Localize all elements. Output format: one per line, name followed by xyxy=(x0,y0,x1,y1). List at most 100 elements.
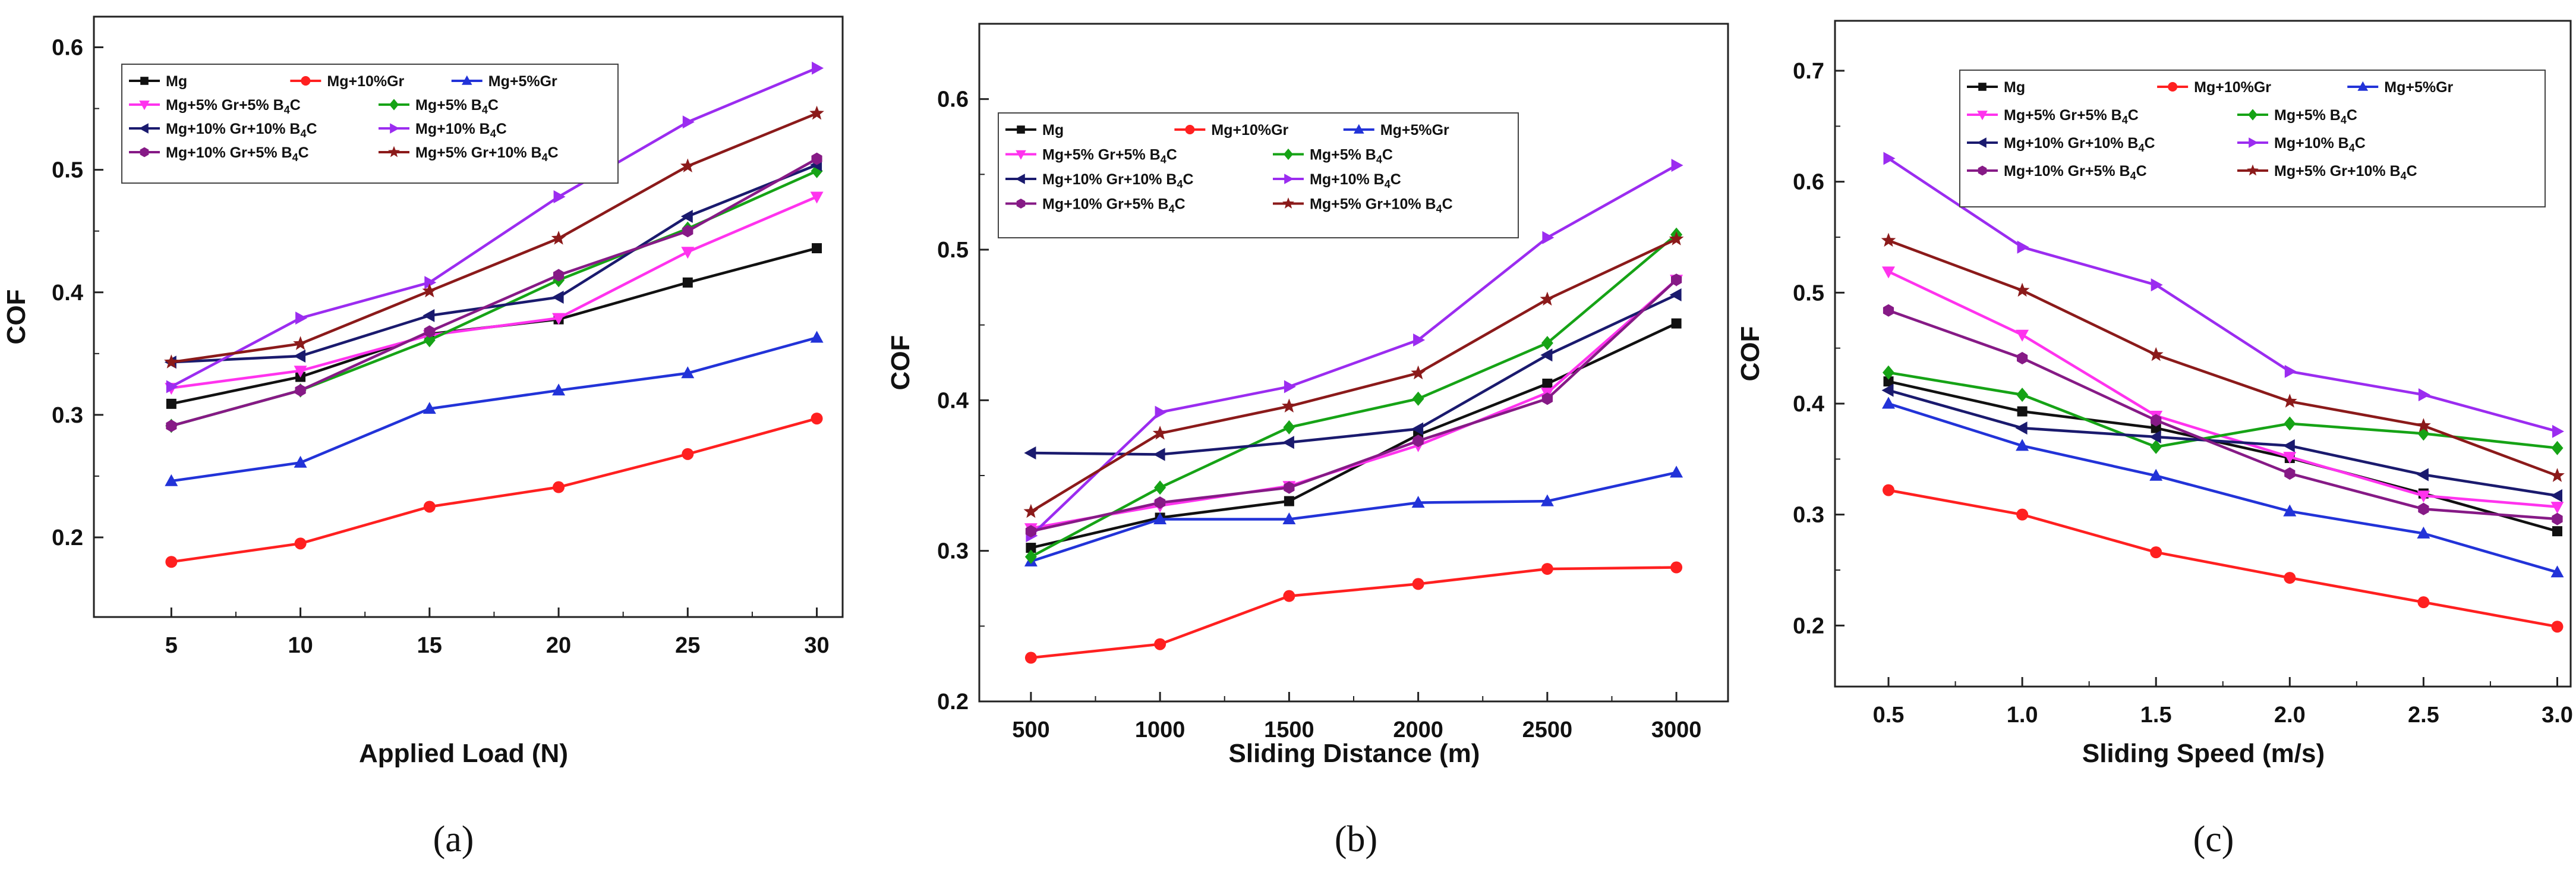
data-point-b-9 xyxy=(1023,503,1039,518)
y-tick-label-a: 0.2 xyxy=(52,525,83,550)
data-point-b-2 xyxy=(1412,578,1424,590)
legend-label-c-4: Mg+5% Gr+5% B4C xyxy=(2004,107,2139,126)
series-c-3 xyxy=(1882,396,2564,578)
y-tick-label-c: 0.5 xyxy=(1793,281,1824,306)
data-point-b-1 xyxy=(1542,378,1553,389)
legend-label-a-3: Mg+5%Gr xyxy=(488,73,557,90)
data-point-c-8 xyxy=(1883,304,1894,317)
y-tick-label-b: 0.5 xyxy=(937,238,969,263)
y-axis-title-a: COF xyxy=(2,289,31,345)
data-point-a-3 xyxy=(294,455,307,468)
series-line-b-2 xyxy=(1030,566,1677,659)
x-tick-label-a: 5 xyxy=(165,633,178,658)
data-point-c-7 xyxy=(2284,364,2297,378)
data-point-c-1 xyxy=(1883,376,1894,387)
legend-marker-a-9 xyxy=(388,146,400,158)
data-point-c-9 xyxy=(1881,232,1896,247)
data-point-c-6 xyxy=(2550,489,2562,502)
legend-marker-c-4 xyxy=(1977,111,1988,121)
legend-label-b-8: Mg+10% Gr+5% B4C xyxy=(1042,196,1185,215)
data-point-a-4 xyxy=(681,247,695,259)
series-c-2 xyxy=(1883,484,2564,633)
data-point-a-7 xyxy=(553,190,566,203)
data-point-b-3 xyxy=(1540,494,1554,506)
data-point-a-6 xyxy=(294,350,306,363)
x-tick-label-c: 1.0 xyxy=(2007,703,2038,728)
legend-marker-b-3 xyxy=(1353,124,1364,134)
legend-label-c-2: Mg+10%Gr xyxy=(2194,79,2271,96)
data-point-a-6 xyxy=(551,291,564,304)
data-point-a-9 xyxy=(680,158,695,172)
data-point-c-9 xyxy=(2014,282,2030,297)
series-b-9 xyxy=(1023,231,1684,518)
series-a-2 xyxy=(165,413,823,568)
x-axis-title-c: Sliding Speed (m/s) xyxy=(2082,739,2325,768)
data-point-c-8 xyxy=(2151,414,2162,427)
series-line-c-8 xyxy=(1888,309,2558,521)
data-point-a-3 xyxy=(681,366,695,379)
x-tick-label-c: 3.0 xyxy=(2542,703,2573,728)
data-point-b-2 xyxy=(1670,561,1683,574)
y-tick-label-b: 0.6 xyxy=(937,87,969,112)
data-point-c-3 xyxy=(2550,565,2564,578)
legend-label-c-3: Mg+5%Gr xyxy=(2384,79,2453,96)
data-point-c-5 xyxy=(2284,416,2296,431)
data-point-a-2 xyxy=(553,481,565,493)
data-point-b-9 xyxy=(1282,398,1297,413)
series-line-b-5 xyxy=(1030,233,1678,558)
legend-label-c-1: Mg xyxy=(2004,79,2025,96)
data-point-a-4 xyxy=(552,313,566,325)
data-point-b-9 xyxy=(1411,365,1426,380)
data-point-b-2 xyxy=(1283,590,1295,602)
data-point-b-1 xyxy=(1284,496,1294,506)
y-axis-title-b: COF xyxy=(886,335,915,391)
data-point-b-7 xyxy=(1671,159,1683,172)
data-point-c-5 xyxy=(1883,365,1894,380)
data-point-c-4 xyxy=(2283,452,2297,464)
series-line-c-7 xyxy=(1887,157,2558,433)
series-c-8 xyxy=(1883,304,2563,525)
series-b-6 xyxy=(1024,288,1682,461)
x-tick-label-c: 1.5 xyxy=(2140,703,2172,728)
data-point-b-8 xyxy=(1412,435,1424,448)
data-point-b-7 xyxy=(1413,333,1426,347)
data-point-b-8 xyxy=(1155,496,1166,509)
data-point-a-7 xyxy=(812,61,824,75)
data-point-a-9 xyxy=(551,231,566,245)
data-point-a-3 xyxy=(165,474,178,486)
legend-marker-c-5 xyxy=(2248,109,2257,121)
y-axis-title-c: COF xyxy=(1736,326,1765,382)
legend-marker-b-8 xyxy=(1016,199,1026,209)
chart-panel-b: 0.2 0.3 0.4 0.5 0.6 500 1000 1500 2000 2500 3000 Sl… xyxy=(886,23,1729,860)
series-line-a-6 xyxy=(171,163,818,364)
data-point-a-3 xyxy=(422,402,436,414)
data-point-c-5 xyxy=(2551,440,2564,455)
legend-marker-a-2 xyxy=(301,76,311,86)
series-line-c-1 xyxy=(1888,380,2558,533)
data-point-c-2 xyxy=(2016,508,2029,521)
data-point-c-3 xyxy=(2283,504,2297,517)
series-a-9 xyxy=(164,105,824,369)
data-point-a-2 xyxy=(294,537,307,550)
legend-marker-a-6 xyxy=(138,123,149,134)
legend-label-a-9: Mg+5% Gr+10% B4C xyxy=(415,144,559,163)
legend-marker-a-3 xyxy=(462,75,472,85)
series-line-a-9 xyxy=(171,112,818,364)
data-point-a-7 xyxy=(682,115,695,129)
data-point-c-1 xyxy=(2017,406,2028,417)
y-tick-label-b: 0.3 xyxy=(937,539,969,564)
data-point-b-7 xyxy=(1542,231,1555,244)
data-point-a-2 xyxy=(165,556,178,568)
chart-panel-c: 0.2 0.3 0.4 0.5 0.6 0.7 0.5 1.0 1.5 2.0 2.5 3.0 Slid… xyxy=(1736,20,2573,860)
y-tick-label-b: 0.2 xyxy=(937,690,969,715)
legend-label-b-7: Mg+10% B4C xyxy=(1310,171,1401,190)
data-point-b-8 xyxy=(1671,273,1682,287)
data-point-b-2 xyxy=(1541,563,1553,575)
data-point-a-8 xyxy=(811,152,822,165)
data-point-a-2 xyxy=(682,448,694,460)
data-point-b-9 xyxy=(1540,291,1555,306)
data-point-a-2 xyxy=(811,413,823,425)
series-line-b-8 xyxy=(1030,279,1678,533)
